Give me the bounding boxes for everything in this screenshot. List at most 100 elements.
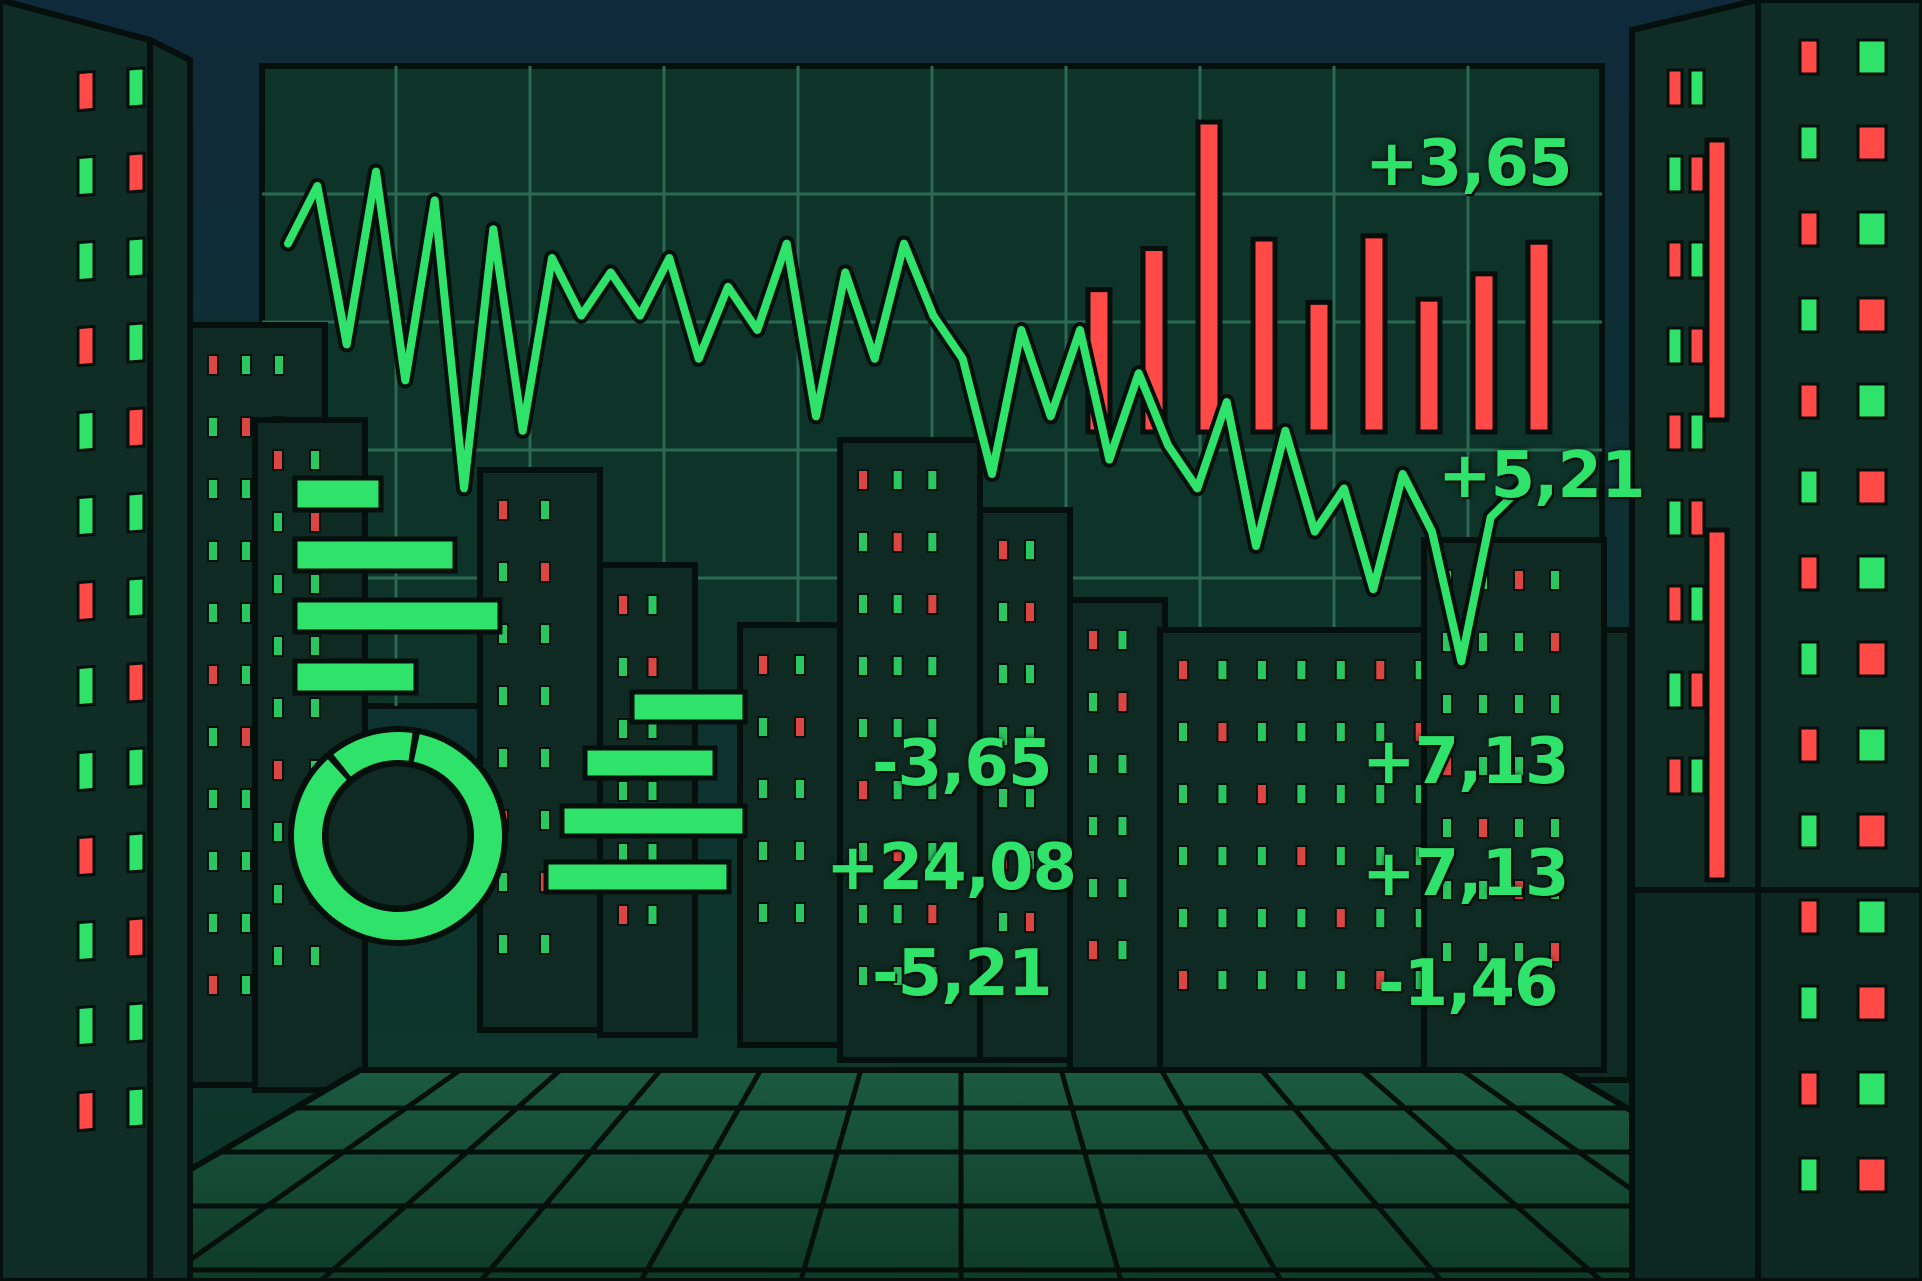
building-window: [497, 499, 509, 521]
readout-plus-3-65: +3,65: [1365, 127, 1573, 201]
tower-window: [76, 664, 96, 708]
building-window: [891, 779, 904, 801]
building-window: [757, 778, 769, 800]
tower-window: [76, 1089, 96, 1133]
building-window: [1549, 817, 1561, 839]
tower-window: [1666, 68, 1684, 108]
tower-window: [1688, 756, 1706, 796]
building-window: [1116, 691, 1129, 713]
building-window: [1177, 845, 1189, 867]
tower-window: [1856, 38, 1888, 76]
building-window: [997, 725, 1009, 747]
tower-window: [1856, 124, 1888, 162]
building-window: [926, 593, 939, 615]
building-window: [207, 602, 219, 624]
building-window: [1024, 725, 1036, 747]
building-window: [891, 965, 904, 987]
building-window: [1087, 939, 1099, 961]
building-window: [207, 540, 219, 562]
building-window: [857, 965, 869, 987]
building-window: [646, 780, 659, 802]
building-window: [1295, 659, 1308, 681]
building-window: [539, 623, 551, 645]
tower-window: [1666, 498, 1684, 538]
tower-window: [1798, 898, 1820, 936]
building-window: [1549, 569, 1561, 591]
building-window: [240, 788, 252, 810]
building-window: [207, 788, 219, 810]
volume-bar: [1360, 233, 1388, 435]
building-window: [1087, 815, 1099, 837]
building-window: [1477, 755, 1489, 777]
tower-window: [1666, 584, 1684, 624]
building-window: [1216, 721, 1229, 743]
building-window: [240, 974, 252, 996]
tower-window: [1688, 326, 1706, 366]
tower-window: [126, 746, 146, 789]
readout-plus-5-21: +5,21: [1438, 439, 1646, 513]
building-window: [1334, 907, 1347, 929]
building-window: [272, 635, 284, 657]
building-window: [1116, 815, 1129, 837]
tower-window: [126, 831, 146, 874]
building-window: [272, 945, 284, 967]
tower-window: [1688, 154, 1706, 194]
building-window: [240, 354, 252, 376]
building-window: [1216, 783, 1229, 805]
building-window: [1255, 783, 1268, 805]
tower-window: [1798, 296, 1820, 334]
building-window: [794, 654, 806, 676]
building-window: [1374, 969, 1387, 991]
floor-grid-line: [158, 1067, 462, 1281]
building-window: [1513, 817, 1525, 839]
building-window: [891, 903, 904, 925]
tower-window: [76, 494, 96, 538]
tower-window: [1688, 584, 1706, 624]
tower-window: [76, 749, 96, 793]
volume-bar: [1305, 299, 1333, 435]
building-window: [1441, 879, 1453, 901]
horizontal-bar-chart-center: [543, 689, 748, 895]
building-window: [1374, 907, 1387, 929]
tower-window: [1856, 898, 1888, 936]
floor-grid-line: [1058, 1069, 1124, 1281]
tower-window: [1688, 240, 1706, 280]
tower-window: [1798, 38, 1820, 76]
tower-window: [126, 491, 146, 534]
building-window: [891, 655, 904, 677]
tower-window: [126, 1086, 146, 1129]
building-window: [1295, 783, 1308, 805]
horizontal-bar: [629, 689, 748, 725]
building-window: [1024, 601, 1036, 623]
tower-window: [1856, 1070, 1888, 1108]
building-window: [1477, 631, 1489, 653]
floor-grid-line: [638, 1068, 763, 1281]
building-window: [646, 594, 659, 616]
volume-bar: [1250, 236, 1278, 435]
building-window: [1549, 941, 1561, 963]
tower-window: [1856, 640, 1888, 678]
tower-window: [126, 661, 146, 704]
building-window: [1374, 845, 1387, 867]
price-line: [284, 167, 1524, 666]
tower-window: [1798, 382, 1820, 420]
tower-window: [76, 324, 96, 368]
building-window: [857, 903, 869, 925]
readout-plus-7-13-a: +7,13: [1362, 725, 1570, 799]
building-window: [926, 903, 939, 925]
horizontal-bar: [292, 475, 384, 513]
building-window: [757, 716, 769, 738]
right-tower-red-strip-top: [1704, 137, 1730, 423]
tower-window: [76, 409, 96, 453]
building-window: [1116, 939, 1129, 961]
building-window: [1513, 755, 1525, 777]
building-window: [497, 933, 509, 955]
horizontal-bar: [543, 859, 732, 895]
building-window: [1295, 969, 1308, 991]
building-window: [1177, 783, 1189, 805]
floor-grid-line: [318, 1068, 562, 1281]
building-window: [891, 717, 904, 739]
building-window: [1334, 969, 1347, 991]
building-window: [1255, 969, 1268, 991]
building-window: [1295, 845, 1308, 867]
